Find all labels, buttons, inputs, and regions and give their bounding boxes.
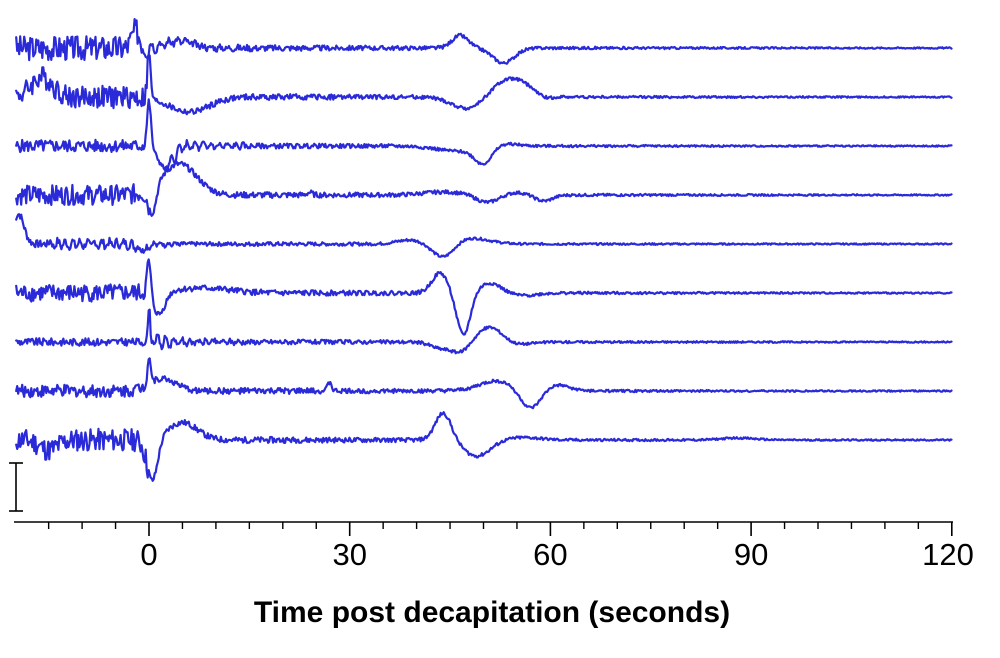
trace-line-5 bbox=[15, 213, 953, 258]
x-tick-label: 90 bbox=[734, 537, 768, 572]
trace-line-7 bbox=[15, 308, 953, 355]
trace-line-8 bbox=[15, 357, 953, 410]
trace-line-2 bbox=[15, 53, 953, 116]
scale-bar bbox=[9, 462, 23, 512]
trace-line-3 bbox=[15, 98, 953, 171]
trace-line-9 bbox=[15, 411, 953, 482]
trace-group bbox=[15, 18, 953, 482]
trace-line-4 bbox=[15, 160, 953, 217]
x-tick-labels: 0 30 60 90 120 bbox=[140, 537, 973, 572]
trace-line-6 bbox=[15, 258, 953, 336]
x-axis-title: Time post decapitation (seconds) bbox=[254, 596, 730, 629]
trace-line-1 bbox=[15, 18, 953, 65]
x-tick-label: 30 bbox=[332, 537, 366, 572]
x-tick-label: 60 bbox=[533, 537, 567, 572]
x-tick-label: 0 bbox=[140, 537, 157, 572]
x-ticks bbox=[47, 522, 953, 536]
x-tick-label: 120 bbox=[922, 537, 974, 572]
